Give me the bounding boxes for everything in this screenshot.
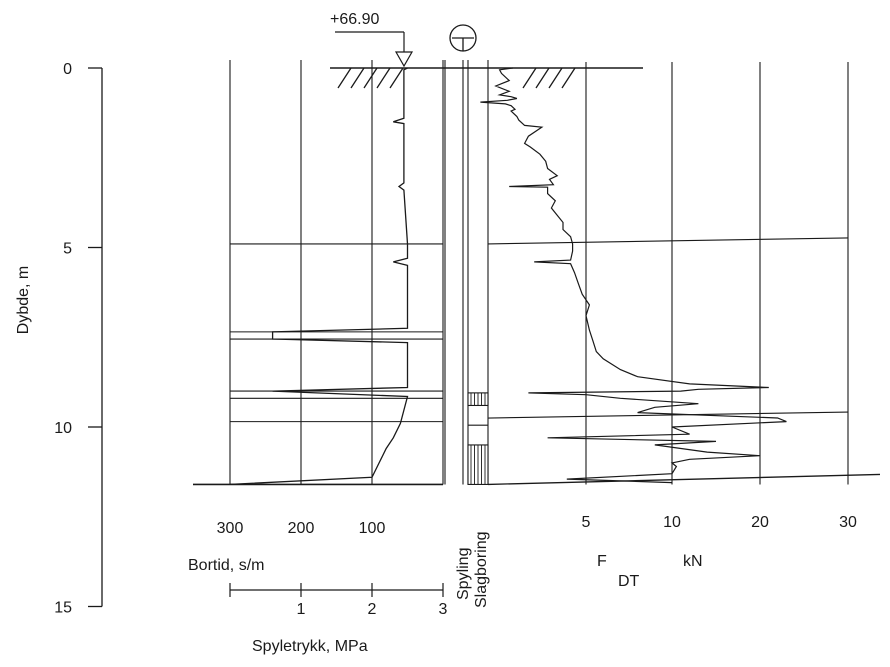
fdt-horizontal-line xyxy=(487,411,849,419)
hatch-stroke xyxy=(363,67,378,89)
fdt-axis-label-main: F xyxy=(597,553,607,570)
hatch-stroke xyxy=(561,67,576,89)
depth-axis: 0 5 10 15 xyxy=(54,61,103,617)
elevation-label: +66.90 xyxy=(330,11,379,28)
depth-axis-label: Dybde, m xyxy=(15,266,32,334)
spyletrykk-tick-label: 1 xyxy=(297,601,306,618)
depth-tick-label: 5 xyxy=(63,241,72,258)
method-label-slagboring: Slagboring xyxy=(473,532,490,609)
hatch-stroke xyxy=(350,67,365,89)
fdt-base-line xyxy=(487,473,881,486)
fdt-tick-labels: 5 10 20 30 xyxy=(582,514,857,531)
fdt-tick-label: 10 xyxy=(663,514,681,531)
spyletrykk-axis-label: Spyletrykk, MPa xyxy=(252,638,368,655)
elevation-pointer-icon xyxy=(335,31,414,68)
hatch-stroke xyxy=(376,67,391,89)
fdt-axis-unit: kN xyxy=(683,553,703,570)
hatch-stroke xyxy=(337,67,352,89)
fdt-tick-label: 5 xyxy=(582,514,591,531)
fdt-tick-label: 20 xyxy=(751,514,769,531)
spyletrykk-axis: 1 2 3 xyxy=(229,583,448,618)
spyletrykk-tick-label: 2 xyxy=(368,601,377,618)
depth-tick-label: 0 xyxy=(63,61,72,78)
fdt-series-line xyxy=(480,67,787,484)
method-label-spyling: Spyling xyxy=(455,548,472,600)
spyletrykk-tick-label: 3 xyxy=(439,601,448,618)
depth-tick-label: 10 xyxy=(54,420,72,437)
fdt-horizontal-line xyxy=(487,237,849,245)
bortid-series-line xyxy=(229,67,409,486)
bortid-panel xyxy=(193,60,643,486)
ground-hatching xyxy=(337,67,404,89)
method-columns-panel xyxy=(444,60,489,485)
hatch-stroke xyxy=(535,67,550,89)
depth-tick-label: 15 xyxy=(54,600,72,617)
bortid-tick-label: 200 xyxy=(288,520,315,537)
hatch-stroke xyxy=(522,67,537,89)
bortid-tick-label: 300 xyxy=(217,520,244,537)
bortid-tick-label: 100 xyxy=(359,520,386,537)
bortid-axis-label: Bortid, s/m xyxy=(188,557,264,574)
fdt-panel xyxy=(480,62,881,486)
fdt-axis-label-sub: DT xyxy=(618,573,640,590)
bortid-tick-labels: 300 200 100 xyxy=(217,520,386,537)
ground-hatching-right xyxy=(522,67,576,89)
hatch-stroke xyxy=(389,67,404,89)
fdt-tick-label: 30 xyxy=(839,514,857,531)
borehole-symbol-icon xyxy=(449,24,477,52)
hatch-stroke xyxy=(548,67,563,89)
